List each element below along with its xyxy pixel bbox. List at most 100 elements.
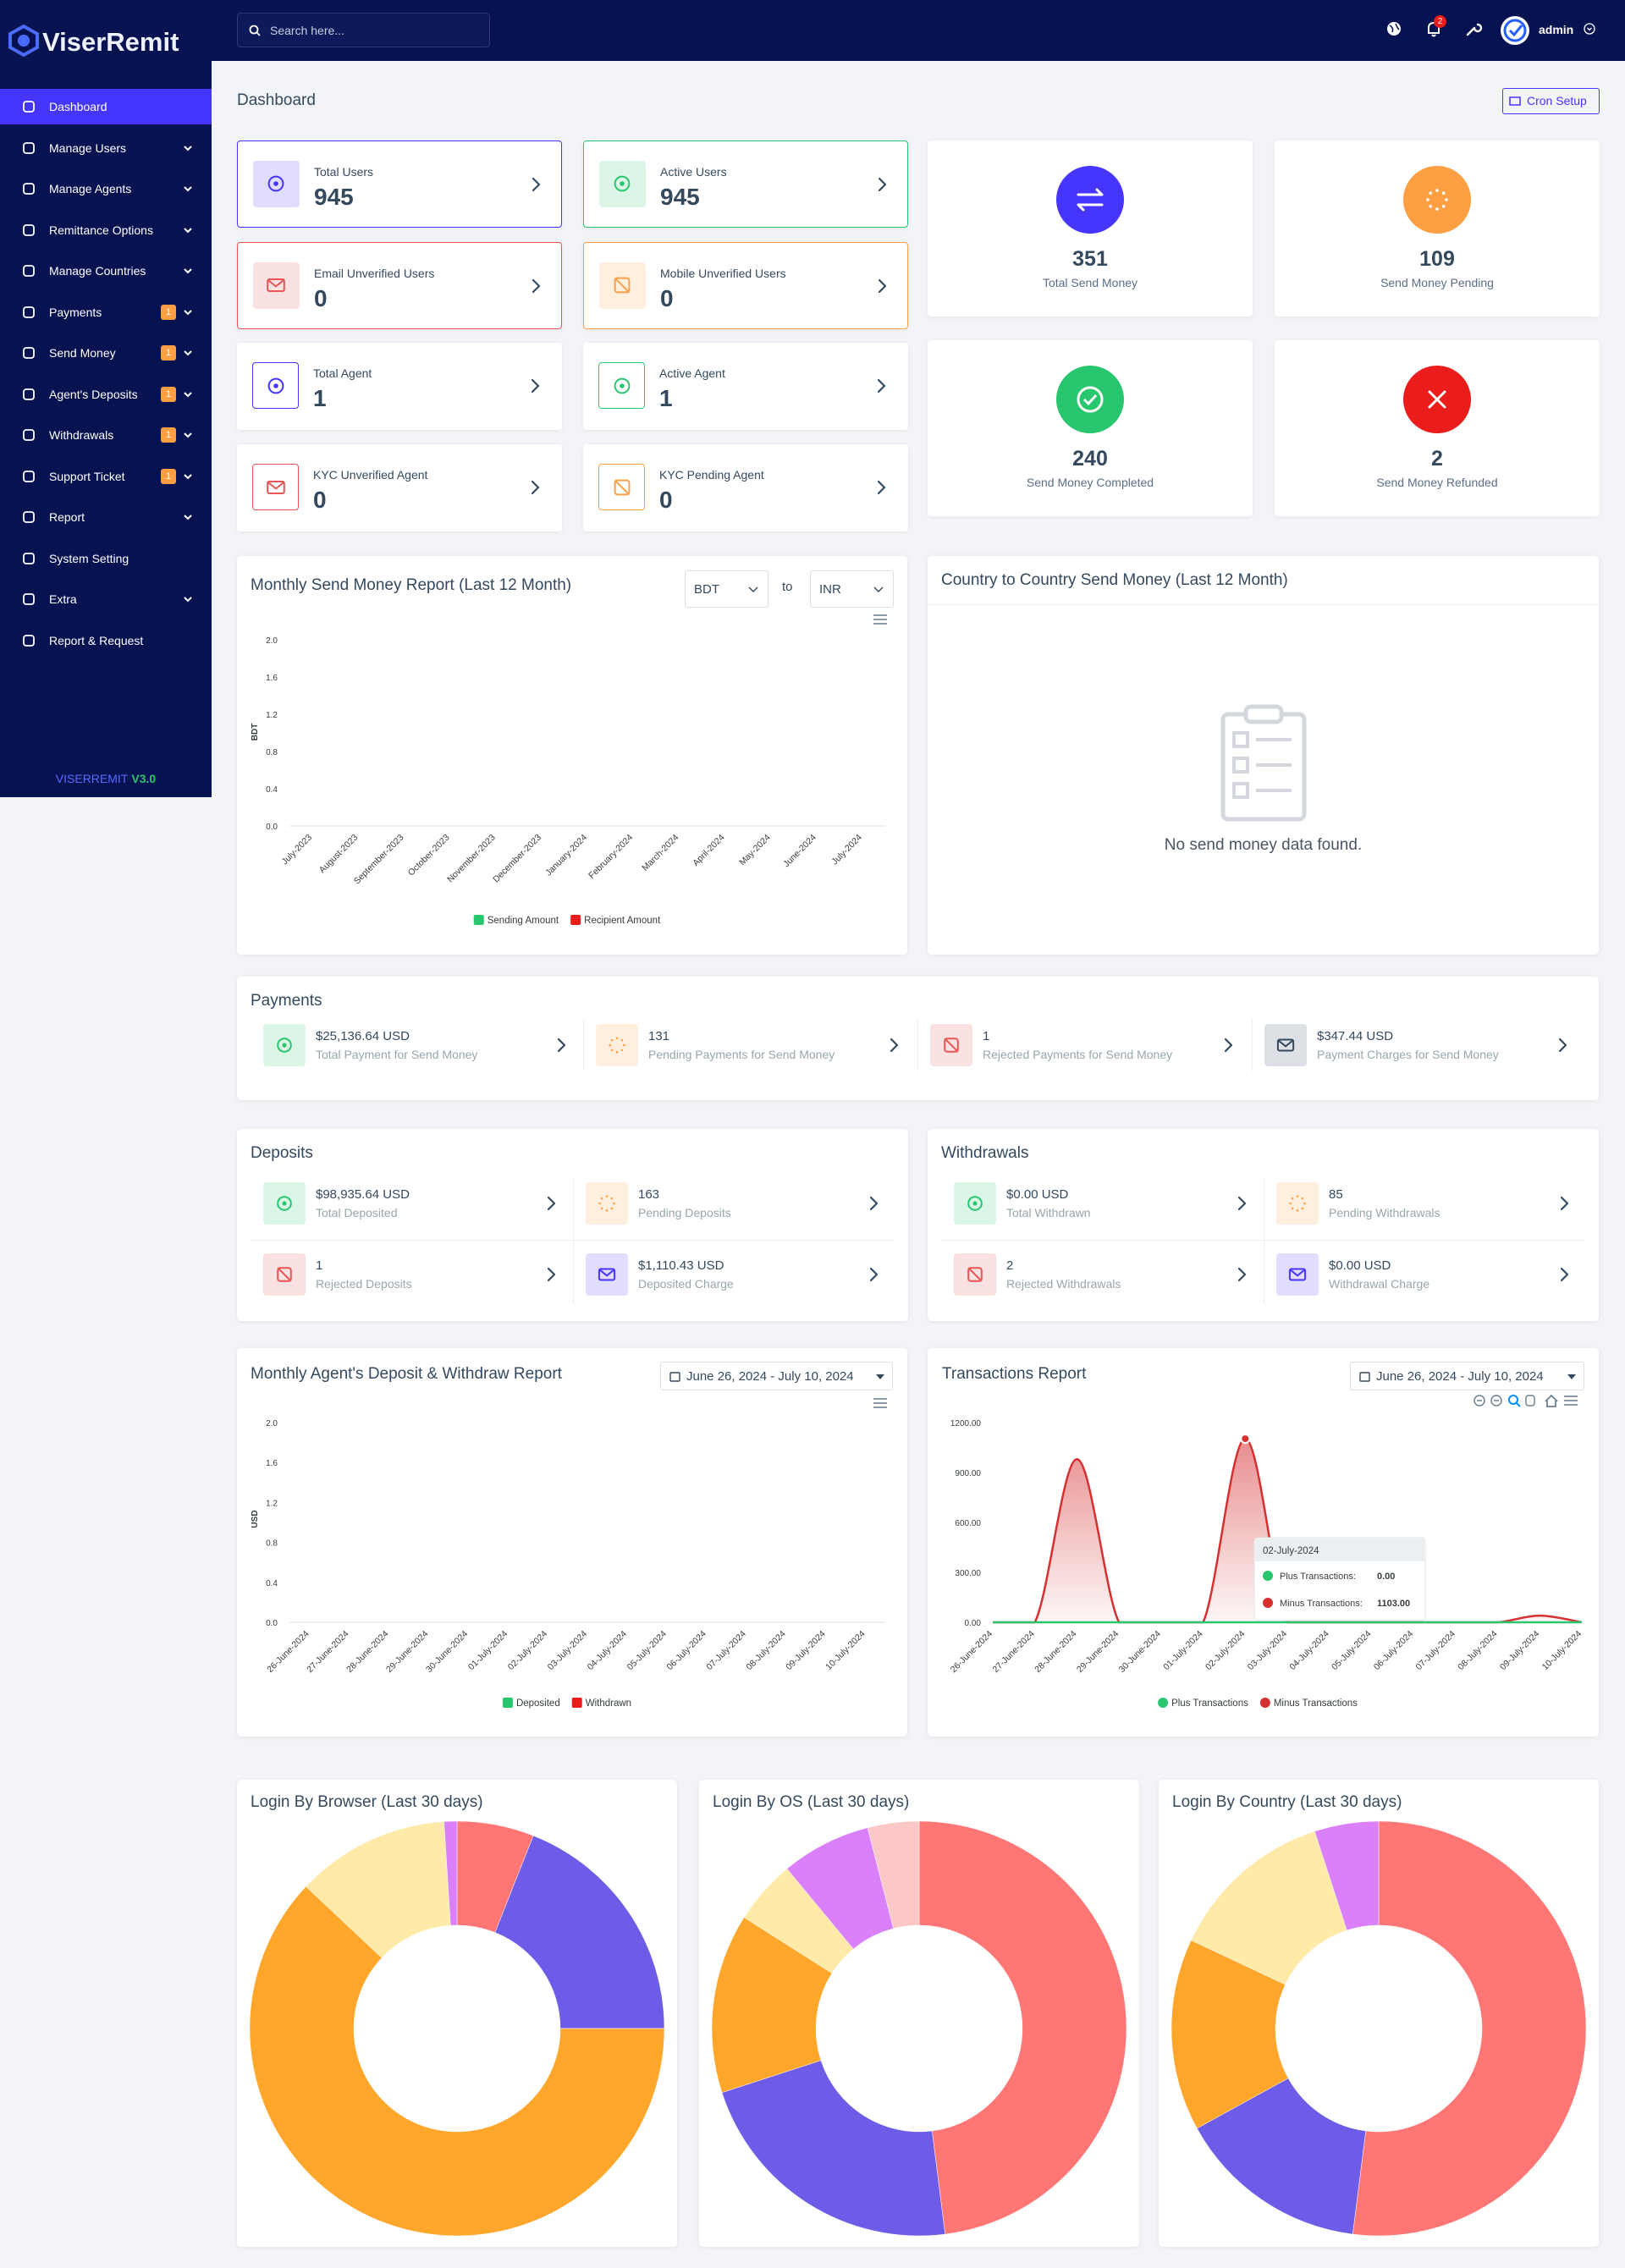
icon-glyph [267, 481, 285, 494]
stat-value: $1,110.43 USD [638, 1258, 724, 1273]
stat-item[interactable]: 85 Pending Withdrawals [1264, 1182, 1586, 1226]
stat-item[interactable]: $98,935.64 USD Total Deposited [251, 1182, 573, 1226]
currency-select[interactable]: BDT [685, 570, 768, 608]
user-widget[interactable]: Email Unverified Users 0 [237, 242, 562, 329]
stat-item[interactable]: $25,136.64 USD Total Payment for Send Mon… [251, 1024, 583, 1068]
menu-chevron [184, 515, 192, 520]
user-widget[interactable]: Mobile Unverified Users 0 [583, 242, 908, 329]
avatar-ring [1503, 19, 1527, 42]
glyph-part [1428, 390, 1446, 409]
glyph-part [944, 1038, 959, 1053]
widget-value: 0 [659, 487, 673, 513]
glyph-part [1288, 1268, 1307, 1281]
date-range-picker[interactable]: June 26, 2024 - July 10, 2024 [660, 1362, 893, 1390]
stat-item[interactable]: 1 Rejected Payments for Send Money [917, 1024, 1250, 1068]
menu-icon-shape [23, 388, 35, 400]
user-widget[interactable]: KYC Pending Agent 0 [583, 444, 908, 531]
user-widget[interactable]: KYC Unverified Agent 0 [237, 444, 562, 531]
icon-glyph [277, 1038, 292, 1053]
send-money-widget[interactable]: 2 Send Money Refunded [1275, 340, 1600, 516]
glyph-part [623, 1043, 625, 1047]
y-tick-label: 0.8 [266, 748, 278, 757]
menu-icon-shape [23, 223, 35, 236]
menu-item[interactable]: System Setting [0, 541, 212, 576]
widget-label: Total Agent [313, 366, 372, 380]
notification-button[interactable]: 2 [1425, 15, 1446, 39]
currency-select[interactable]: INR [810, 570, 894, 608]
toolbar-icon [1474, 1395, 1485, 1406]
x-tick-label: 27-June-2024 [991, 1629, 1037, 1675]
menu-item[interactable]: Manage Users [0, 130, 212, 166]
glyph-part [614, 377, 631, 394]
icon-glyph [598, 1268, 616, 1281]
send-money-widget[interactable]: 351 Total Send Money [928, 140, 1253, 317]
stat-item[interactable]: $1,110.43 USD Deposited Charge [573, 1253, 895, 1297]
send-money-widget[interactable]: 109 Send Money Pending [1275, 140, 1600, 317]
search-box[interactable]: Search here... [237, 13, 490, 47]
donut-slice [711, 1917, 833, 2094]
country-send-money-panel: Country to Country Send Money (Last 12 M… [928, 556, 1599, 955]
stat-item[interactable]: 163 Pending Deposits [573, 1182, 895, 1226]
menu-item[interactable]: Report [0, 499, 212, 535]
transactions-panel: Transactions Report June 26, 2024 - July … [928, 1348, 1599, 1737]
cron-setup-button[interactable]: Cron Setup [1502, 88, 1600, 114]
menu-item[interactable]: Manage Agents [0, 171, 212, 206]
menu-icon [23, 470, 35, 482]
menu-item[interactable]: Withdrawals 1 [0, 417, 212, 453]
user-name[interactable]: admin [1539, 23, 1574, 36]
x-tick-label: 09-July-2024 [1498, 1629, 1542, 1673]
widget-circle [1403, 366, 1471, 433]
stat-item[interactable]: $347.44 USD Payment Charges for Send Mone… [1252, 1024, 1584, 1068]
menu-label: Extra [49, 592, 77, 606]
widget-icon [253, 262, 300, 309]
x-tick-label: 03-July-2024 [546, 1629, 590, 1673]
widget-icon [252, 464, 299, 510]
stat-value: $0.00 USD [1006, 1187, 1069, 1202]
arrow-icon [877, 378, 886, 394]
menu-item[interactable]: Support Ticket 1 [0, 459, 212, 494]
login-donut-panel: Login By Browser (Last 30 days) [237, 1780, 677, 2247]
stat-item[interactable]: 2 Rejected Withdrawals [941, 1253, 1264, 1297]
brand-name: ViserRemit [42, 27, 179, 57]
stat-value: $98,935.64 USD [316, 1187, 410, 1202]
stat-item[interactable]: $0.00 USD Withdrawal Charge [1264, 1253, 1586, 1297]
menu-item[interactable]: Report & Request [0, 623, 212, 658]
send-money-widget[interactable]: 240 Send Money Completed [928, 340, 1253, 516]
menu-item[interactable]: Extra [0, 581, 212, 617]
menu-item[interactable]: Manage Countries [0, 253, 212, 289]
menu-item[interactable]: Dashboard [0, 89, 212, 124]
user-widget[interactable]: Total Agent 1 [237, 343, 562, 430]
glyph-part [605, 1209, 609, 1212]
stat-item[interactable]: $0.00 USD Total Withdrawn [941, 1182, 1264, 1226]
x-tick-label: June-2024 [781, 833, 818, 870]
select-chevron [873, 586, 884, 592]
menu-item[interactable]: Payments 1 [0, 295, 212, 330]
chart-title: Transactions Report [942, 1365, 1087, 1383]
glyph-part [1291, 1207, 1294, 1210]
menu-badge: 1 [161, 468, 176, 484]
widget-value: 945 [660, 184, 700, 210]
user-widget[interactable]: Active Agent 1 [583, 343, 908, 430]
x-tick-label: January-2024 [543, 833, 589, 878]
user-widget[interactable]: Active Users 945 [583, 140, 908, 228]
menu-item[interactable]: Remittance Options [0, 212, 212, 248]
legend-item: Minus Transactions [1259, 1698, 1358, 1709]
user-widget[interactable]: Total Users 945 [237, 140, 562, 228]
chevron [184, 145, 192, 151]
stat-item[interactable]: 131 Pending Payments for Send Money [583, 1024, 916, 1068]
date-range-picker[interactable]: June 26, 2024 - July 10, 2024 [1350, 1362, 1584, 1390]
panel-title: Payments [251, 992, 322, 1010]
icon-glyph [614, 377, 631, 394]
glyph-part [1296, 1209, 1299, 1212]
x-tick-label: 10-July-2024 [1540, 1629, 1584, 1673]
glyph-part [613, 1202, 615, 1205]
chevron [184, 432, 192, 438]
stat-item[interactable]: 1 Rejected Deposits [251, 1253, 573, 1297]
menu-item[interactable]: Send Money 1 [0, 335, 212, 371]
legend: Sending Amount Recipient Amount [473, 915, 661, 926]
menu-item[interactable]: Agent's Deposits 1 [0, 377, 212, 412]
icon-glyph [614, 277, 631, 294]
y-tick-label: 600.00 [955, 1519, 981, 1528]
stat-label: Pending Withdrawals [1329, 1206, 1440, 1219]
x-tick-label: July-2023 [280, 833, 315, 867]
